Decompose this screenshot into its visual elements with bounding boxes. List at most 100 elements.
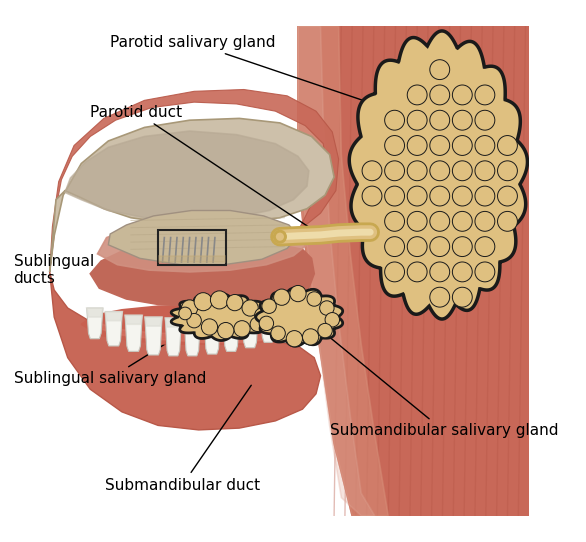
Circle shape [384,186,404,206]
Circle shape [407,161,427,180]
Circle shape [250,317,264,332]
Circle shape [475,211,495,231]
Circle shape [286,331,302,347]
Circle shape [498,211,517,231]
Polygon shape [298,27,374,515]
Circle shape [384,262,404,282]
Circle shape [430,60,449,80]
Circle shape [407,136,427,156]
Circle shape [319,301,334,315]
Polygon shape [223,316,239,351]
Polygon shape [125,315,142,351]
Polygon shape [349,31,527,319]
Circle shape [498,161,517,180]
Circle shape [430,136,449,156]
Circle shape [475,237,495,256]
Circle shape [430,287,449,307]
Polygon shape [125,315,142,324]
Polygon shape [50,272,321,430]
Circle shape [290,286,306,302]
Polygon shape [105,312,122,321]
Polygon shape [298,27,389,515]
Circle shape [259,316,274,331]
Circle shape [179,307,192,320]
Circle shape [452,211,472,231]
Circle shape [271,326,285,340]
Polygon shape [97,220,307,272]
Circle shape [475,110,495,130]
Polygon shape [159,256,225,262]
Circle shape [407,85,427,105]
Circle shape [187,313,202,328]
Circle shape [430,110,449,130]
Circle shape [452,110,472,130]
Circle shape [255,308,269,322]
Polygon shape [87,308,103,317]
Circle shape [452,287,472,307]
Polygon shape [278,308,292,317]
Circle shape [407,186,427,206]
Text: Parotid salivary gland: Parotid salivary gland [110,35,408,115]
Polygon shape [298,27,529,515]
Text: Sublingual
ducts: Sublingual ducts [13,254,155,288]
Circle shape [384,211,404,231]
Polygon shape [50,89,339,272]
Circle shape [274,289,290,305]
Polygon shape [294,304,308,327]
Polygon shape [171,294,271,340]
Polygon shape [184,318,200,356]
Circle shape [307,292,322,306]
Circle shape [362,161,382,180]
Circle shape [242,300,258,316]
Circle shape [202,319,217,335]
Circle shape [276,233,284,241]
Circle shape [210,291,229,309]
Circle shape [302,329,319,345]
Circle shape [362,186,382,206]
Polygon shape [165,318,182,356]
Text: Sublingual salivary gland: Sublingual salivary gland [13,326,206,386]
Circle shape [475,85,495,105]
Polygon shape [261,312,276,321]
Circle shape [430,186,449,206]
Polygon shape [242,314,258,348]
Circle shape [407,211,427,231]
Circle shape [274,230,286,243]
Circle shape [384,237,404,256]
Polygon shape [278,308,292,335]
Bar [158,230,226,264]
Circle shape [452,161,472,180]
Circle shape [452,136,472,156]
Circle shape [498,186,517,206]
Polygon shape [204,317,220,354]
Circle shape [452,262,472,282]
Circle shape [325,313,339,327]
Circle shape [430,211,449,231]
Polygon shape [145,317,162,355]
Circle shape [318,324,332,338]
Polygon shape [261,312,276,343]
Polygon shape [105,312,122,346]
Circle shape [475,186,495,206]
Text: Submandibular duct: Submandibular duct [105,385,260,493]
Circle shape [475,136,495,156]
Circle shape [475,262,495,282]
Polygon shape [90,321,307,343]
Polygon shape [65,131,309,220]
Circle shape [407,237,427,256]
Circle shape [430,262,449,282]
Text: Submandibular salivary gland: Submandibular salivary gland [318,328,558,438]
Circle shape [194,293,212,311]
Circle shape [384,161,404,180]
Polygon shape [81,305,312,344]
Circle shape [430,237,449,256]
Polygon shape [223,316,239,325]
Circle shape [262,299,277,313]
Circle shape [452,85,472,105]
Circle shape [384,136,404,156]
Polygon shape [256,288,343,346]
Text: Parotid duct: Parotid duct [90,105,318,234]
Polygon shape [145,317,162,326]
Circle shape [430,85,449,105]
Circle shape [452,237,472,256]
